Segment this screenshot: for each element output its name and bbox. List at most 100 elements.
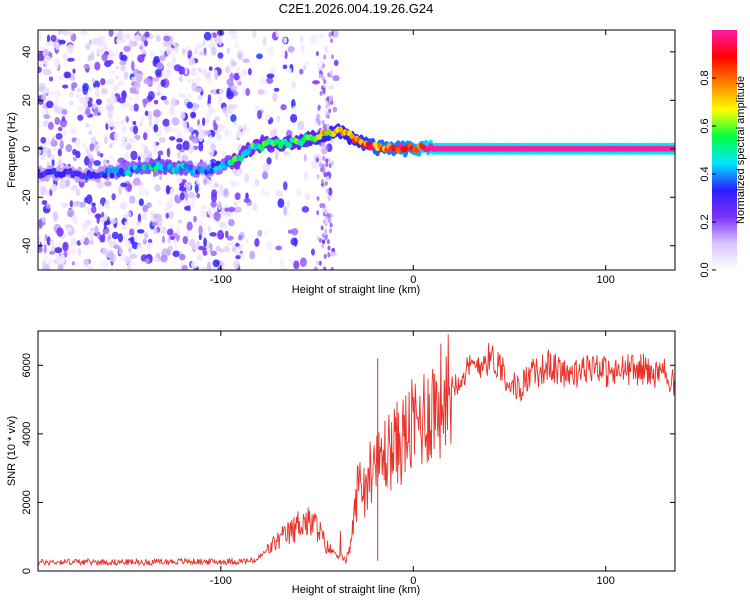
noise-cell — [165, 212, 170, 219]
noise-cell — [196, 76, 202, 83]
noise-cell — [186, 221, 193, 231]
noise-cell — [327, 252, 331, 258]
noise-cell — [59, 139, 64, 150]
noise-cell — [245, 192, 249, 200]
noise-cell — [194, 184, 199, 194]
noise-cell — [129, 86, 137, 94]
noise-cell — [178, 186, 187, 192]
noise-cell — [72, 214, 78, 224]
noise-cell — [327, 213, 331, 219]
noise-cell — [208, 135, 213, 142]
noise-cell — [163, 35, 171, 42]
x-tick-label: 100 — [597, 274, 615, 286]
noise-cell — [135, 73, 143, 83]
noise-cell — [280, 104, 287, 111]
noise-cell — [137, 213, 142, 223]
noise-cell — [217, 95, 223, 105]
noise-cell — [160, 79, 166, 87]
noise-cell — [87, 207, 91, 215]
noise-cell — [120, 141, 128, 148]
noise-cell — [206, 261, 212, 270]
noise-cell — [43, 143, 48, 148]
noise-cell — [173, 64, 182, 72]
noise-cell — [234, 41, 239, 50]
noise-cell — [323, 266, 327, 270]
noise-cell — [326, 114, 330, 120]
noise-cell — [223, 246, 230, 253]
noise-cell — [297, 120, 305, 131]
noise-cell — [235, 129, 243, 139]
noise-cell — [113, 84, 118, 94]
noise-cell — [183, 127, 190, 134]
noise-cell — [328, 85, 335, 90]
noise-cell — [236, 50, 244, 61]
noise-cell — [167, 245, 174, 251]
noise-cell — [99, 203, 103, 211]
noise-cell — [206, 247, 211, 253]
noise-cell — [184, 66, 188, 76]
noise-cell — [245, 87, 250, 97]
noise-cell — [118, 185, 122, 196]
noise-cell — [65, 144, 73, 153]
noise-cell — [84, 156, 90, 166]
noise-cell — [105, 103, 114, 112]
noise-cell — [66, 44, 75, 54]
noise-cell — [190, 260, 199, 269]
noise-cell — [62, 52, 69, 62]
noise-cell — [279, 258, 285, 266]
noise-cell — [217, 201, 223, 211]
noise-cell — [325, 158, 329, 164]
noise-cell — [184, 200, 192, 207]
noise-cell — [236, 66, 241, 74]
noise-cell — [176, 131, 183, 141]
noise-cell — [257, 89, 265, 95]
noise-cell — [242, 124, 247, 132]
noise-cell — [191, 137, 200, 144]
noise-cell — [310, 248, 315, 256]
noise-cell — [201, 266, 210, 270]
noise-cell — [325, 144, 329, 150]
noise-cell — [226, 235, 234, 241]
noise-cell — [179, 111, 186, 120]
noise-cell — [82, 82, 89, 92]
noise-cell — [226, 78, 234, 86]
noise-cell — [235, 255, 241, 260]
noise-cell — [203, 177, 207, 186]
noise-cell — [185, 181, 193, 188]
noise-cell — [45, 204, 51, 209]
noise-cell — [228, 218, 235, 227]
noise-cell — [118, 97, 126, 104]
noise-cell — [132, 120, 137, 125]
noise-cell — [104, 220, 111, 226]
noise-cell — [47, 121, 54, 130]
noise-cell — [85, 148, 90, 155]
noise-cell — [95, 98, 102, 106]
noise-cell — [42, 68, 51, 76]
noise-cell — [207, 77, 212, 85]
noise-cell — [154, 184, 161, 192]
noise-cell — [329, 222, 333, 228]
noise-cell — [75, 188, 81, 197]
noise-cell — [91, 202, 96, 207]
noise-cell — [317, 33, 325, 40]
noise-cell — [61, 108, 68, 115]
noise-cell — [111, 231, 119, 240]
noise-cell — [264, 192, 270, 197]
noise-cell — [273, 87, 280, 92]
noise-cell — [85, 43, 91, 50]
noise-cell — [224, 207, 229, 212]
noise-cell — [119, 202, 128, 210]
noise-cell — [76, 87, 82, 93]
noise-cell — [176, 175, 183, 184]
noise-cell — [127, 263, 132, 270]
noise-cell — [169, 120, 173, 126]
noise-cell — [226, 90, 234, 100]
noise-cell — [279, 264, 287, 270]
noise-cell — [161, 70, 165, 77]
noise-cell — [327, 157, 331, 163]
noise-cell — [152, 77, 160, 82]
noise-cell — [124, 221, 130, 226]
noise-cell — [59, 179, 66, 190]
noise-cell — [45, 138, 53, 144]
noise-cell — [129, 236, 135, 245]
